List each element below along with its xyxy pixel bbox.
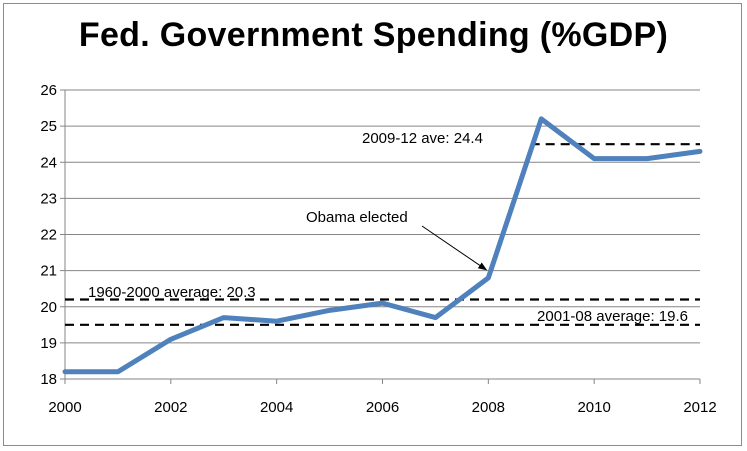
y-tick-label: 19 bbox=[40, 335, 57, 352]
x-tick-label: 2006 bbox=[366, 399, 399, 416]
series-line bbox=[62, 116, 703, 375]
y-tick-label: 20 bbox=[40, 299, 57, 316]
x-tick-label: 2004 bbox=[260, 399, 293, 416]
x-tick-label: 2000 bbox=[48, 399, 81, 416]
annotation-label: Obama elected bbox=[306, 209, 408, 226]
reference-line-label: 2009-12 ave: 24.4 bbox=[362, 130, 483, 147]
x-tick-label: 2008 bbox=[472, 399, 505, 416]
y-tick-label: 23 bbox=[40, 190, 57, 207]
y-tick-label: 24 bbox=[40, 154, 57, 171]
y-tick-label: 21 bbox=[40, 263, 57, 280]
x-tick-label: 2010 bbox=[577, 399, 610, 416]
chart-title: Fed. Government Spending (%GDP) bbox=[78, 16, 669, 54]
y-tick-label: 18 bbox=[40, 371, 57, 388]
reference-line-label: 2001-08 average: 19.6 bbox=[537, 308, 688, 325]
y-tick-label: 22 bbox=[40, 227, 57, 244]
reference-line-label: 1960-2000 average: 20.3 bbox=[88, 284, 256, 301]
x-tick-label: 2012 bbox=[683, 399, 716, 416]
y-tick-label: 25 bbox=[40, 118, 57, 135]
y-tick-label: 26 bbox=[40, 82, 57, 99]
annotation-arrow bbox=[421, 225, 488, 271]
x-tick-label: 2002 bbox=[154, 399, 187, 416]
chart-frame bbox=[3, 3, 742, 446]
